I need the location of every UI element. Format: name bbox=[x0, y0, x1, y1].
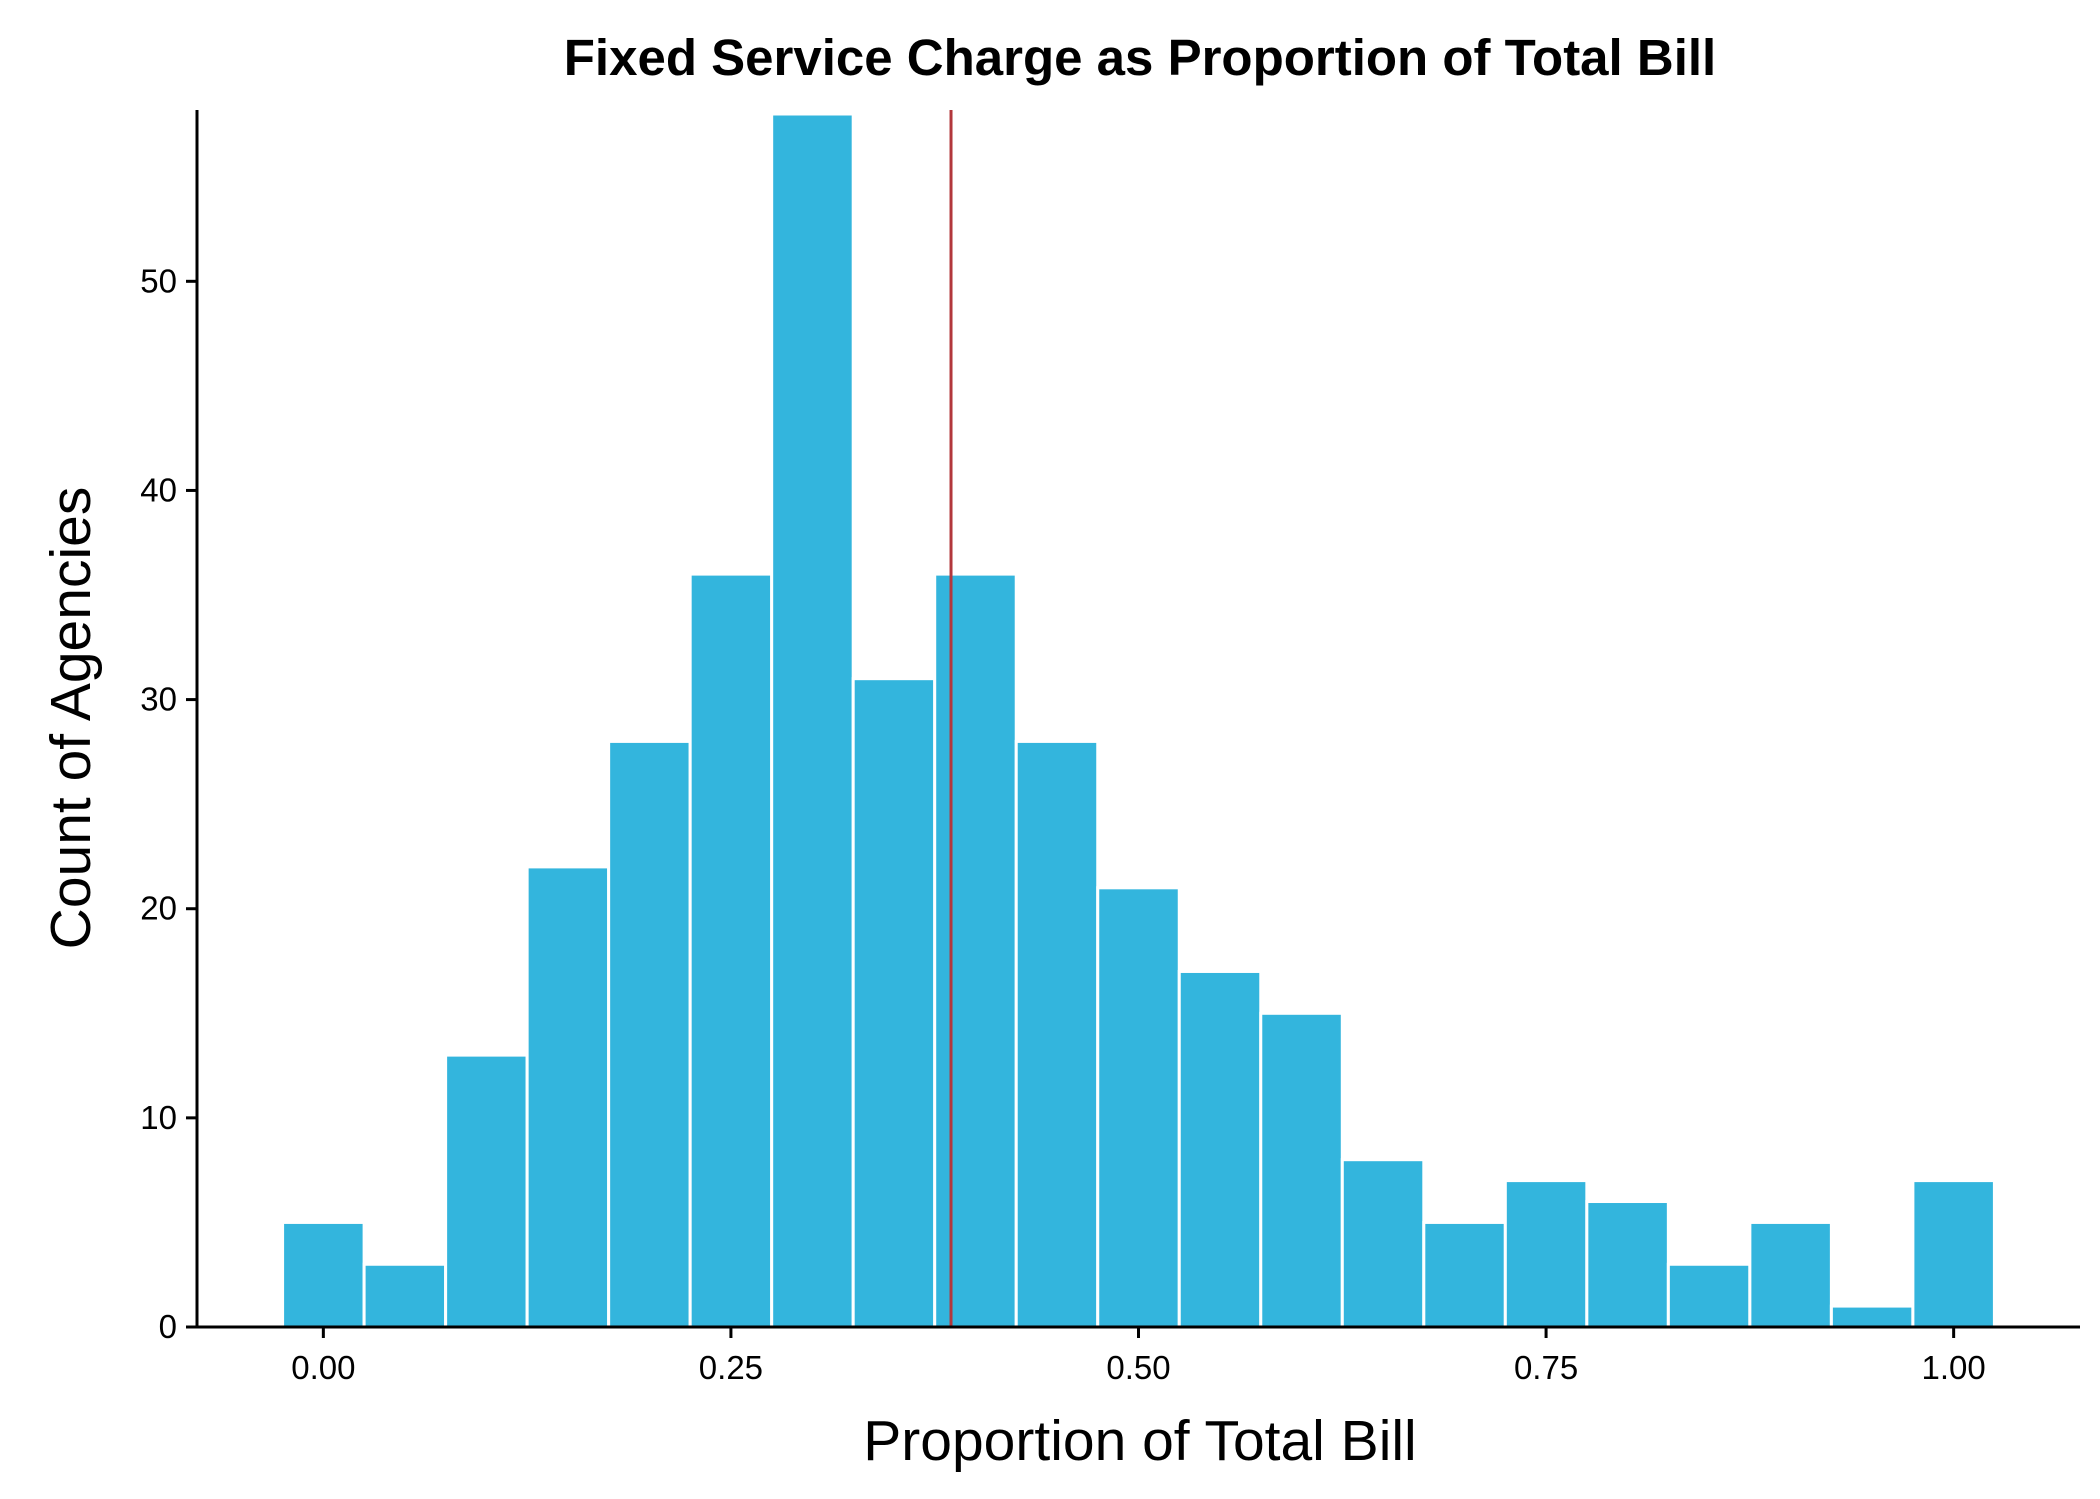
histogram-bar-13 bbox=[1340, 1158, 1426, 1329]
histogram-bar-3 bbox=[525, 865, 611, 1329]
x-tick-label-1: 0.25 bbox=[699, 1349, 763, 1386]
bars-layer bbox=[281, 112, 1996, 1329]
histogram-bar-4 bbox=[607, 739, 692, 1329]
histogram-bar-10 bbox=[1096, 886, 1181, 1329]
histogram-bar-19 bbox=[1829, 1304, 1915, 1329]
histogram-bar-14 bbox=[1422, 1220, 1507, 1329]
histogram-bar-20 bbox=[1911, 1179, 1996, 1329]
histogram-bar-7 bbox=[851, 677, 937, 1329]
y-tick-label-1: 10 bbox=[140, 1099, 177, 1136]
histogram-bar-8 bbox=[933, 572, 1018, 1329]
y-tick-label-5: 50 bbox=[140, 262, 177, 299]
chart-title: Fixed Service Charge as Proportion of To… bbox=[564, 29, 1716, 86]
y-tick-label-3: 30 bbox=[140, 681, 177, 718]
x-tick-label-0: 0.00 bbox=[291, 1349, 355, 1386]
y-ticks-layer: 0 10 20 30 40 50 bbox=[140, 262, 197, 1345]
histogram-bar-2 bbox=[444, 1053, 529, 1329]
y-axis-title: Count of Agencies bbox=[39, 487, 103, 950]
histogram-bar-5 bbox=[688, 572, 774, 1329]
histogram-bar-17 bbox=[1666, 1262, 1752, 1329]
y-tick-label-2: 20 bbox=[140, 890, 177, 927]
x-tick-label-4: 1.00 bbox=[1922, 1349, 1986, 1386]
histogram-bar-18 bbox=[1748, 1220, 1833, 1329]
histogram-bar-6 bbox=[770, 112, 855, 1329]
histogram-bar-11 bbox=[1177, 969, 1263, 1329]
histogram-bar-12 bbox=[1259, 1011, 1344, 1329]
x-ticks-layer: 0.00 0.25 0.50 0.75 1.00 bbox=[291, 1327, 1986, 1386]
y-tick-label-0: 0 bbox=[159, 1308, 177, 1345]
y-tick-label-4: 40 bbox=[140, 471, 177, 508]
x-axis-title: Proportion of Total Bill bbox=[863, 1409, 1416, 1473]
histogram-bar-0 bbox=[281, 1220, 366, 1329]
x-tick-label-3: 0.75 bbox=[1514, 1349, 1578, 1386]
x-tick-label-2: 0.50 bbox=[1106, 1349, 1170, 1386]
histogram-bar-15 bbox=[1503, 1179, 1589, 1329]
histogram-bar-16 bbox=[1585, 1200, 1670, 1329]
histogram-bar-1 bbox=[362, 1262, 448, 1329]
histogram-bar-9 bbox=[1014, 739, 1100, 1329]
